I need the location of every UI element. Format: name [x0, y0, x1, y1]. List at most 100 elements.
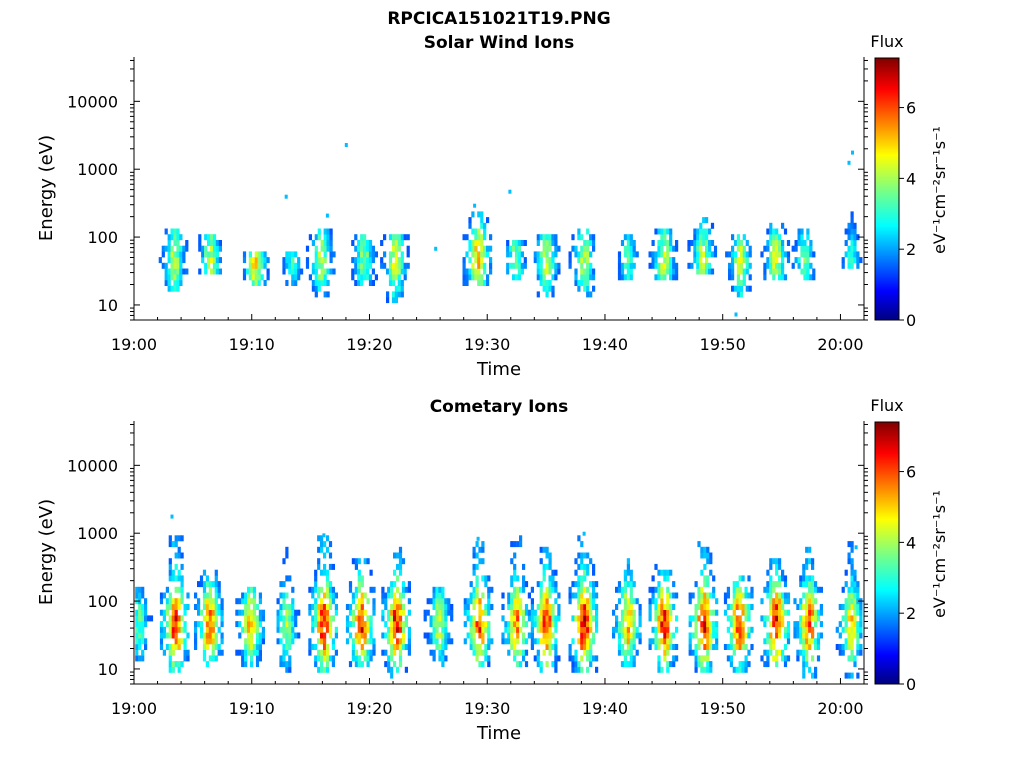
- heatmap-cell: [366, 274, 370, 281]
- heatmap-cell: [244, 598, 248, 605]
- heatmap-cell: [694, 604, 698, 610]
- heatmap-cell: [291, 251, 295, 258]
- heatmap-cell: [291, 280, 295, 286]
- heatmap-cell: [325, 569, 330, 576]
- heatmap-cell: [198, 234, 202, 241]
- heatmap-cell: [435, 615, 439, 622]
- heatmap-cell: [509, 245, 513, 252]
- heatmap-cell: [766, 262, 770, 269]
- heatmap-cell: [847, 257, 851, 264]
- heatmap-cell: [314, 655, 318, 662]
- heatmap-cell: [586, 598, 590, 605]
- heatmap-cell: [135, 644, 139, 650]
- heatmap-cell: [366, 615, 370, 622]
- heatmap-cell: [401, 592, 406, 599]
- heatmap-cell: [847, 592, 851, 599]
- heatmap-cell: [766, 661, 770, 668]
- heatmap-cometary: [135, 514, 863, 679]
- heatmap-cell: [252, 592, 257, 599]
- heatmap-cell: [212, 257, 217, 264]
- heatmap-cell: [308, 638, 312, 645]
- heatmap-cell: [394, 262, 398, 269]
- heatmap-cell: [545, 626, 549, 633]
- heatmap-cell: [763, 661, 767, 668]
- heatmap-cell: [520, 262, 524, 269]
- heatmap-cell: [513, 586, 517, 593]
- heatmap-cell: [586, 228, 590, 235]
- heatmap-cell: [438, 604, 442, 610]
- heatmap-cell: [484, 649, 488, 656]
- heatmap-cell: [360, 615, 364, 622]
- heatmap-cell: [171, 649, 175, 656]
- heatmap-cell: [351, 268, 355, 275]
- heatmap-cell: [657, 666, 661, 673]
- heatmap-cell: [297, 632, 301, 639]
- heatmap-cell: [620, 626, 625, 633]
- heatmap-cell: [475, 626, 479, 633]
- heatmap-cell: [806, 228, 810, 235]
- heatmap-cell: [545, 291, 549, 298]
- heatmap-cell: [744, 586, 748, 593]
- heatmap-cell: [423, 615, 427, 622]
- heatmap-cell: [357, 569, 361, 576]
- heatmap-cell: [571, 592, 575, 599]
- heatmap-cell: [510, 541, 514, 548]
- heatmap-cell: [786, 638, 791, 645]
- heatmap-cell: [657, 268, 661, 275]
- heatmap-cell: [715, 632, 719, 639]
- heatmap-cell: [651, 592, 655, 599]
- heatmap-cell: [741, 638, 745, 645]
- heatmap-cell: [317, 586, 321, 593]
- heatmap-cell: [657, 604, 661, 610]
- heatmap-cell: [332, 268, 336, 275]
- heatmap-cell: [729, 621, 733, 628]
- heatmap-cell: [279, 592, 283, 599]
- heatmap-cell: [542, 245, 546, 252]
- heatmap-cell: [666, 649, 670, 656]
- heatmap-cell: [844, 251, 848, 258]
- heatmap-cell: [211, 598, 215, 605]
- heatmap-cell: [688, 644, 692, 650]
- heatmap-cell: [760, 615, 764, 622]
- heatmap-cell: [517, 257, 521, 264]
- heatmap-cell: [334, 649, 338, 656]
- heatmap-cell: [744, 644, 748, 650]
- heatmap-cell: [586, 569, 590, 576]
- heatmap-cell: [170, 245, 174, 252]
- heatmap-cell: [539, 626, 543, 633]
- heatmap-cell: [781, 615, 785, 622]
- heatmap-cell: [533, 615, 537, 622]
- heatmap-cell: [252, 586, 257, 593]
- heatmap-cell: [168, 592, 172, 599]
- heatmap-cell: [435, 626, 439, 633]
- heatmap-cell: [326, 268, 330, 275]
- heatmap-cell: [407, 644, 411, 650]
- heatmap-cell: [738, 615, 742, 622]
- heatmap-cell: [387, 609, 391, 616]
- heatmap-cell: [527, 609, 531, 616]
- heatmap-cell: [444, 621, 448, 628]
- heatmap-cell: [135, 621, 139, 628]
- heatmap-cell: [204, 234, 208, 241]
- heatmap-cell: [282, 649, 286, 656]
- heatmap-cell: [805, 649, 809, 656]
- heatmap-cell: [545, 661, 549, 668]
- x-tick-label: 19:30: [464, 335, 510, 354]
- heatmap-cell: [320, 245, 324, 252]
- heatmap-cell: [255, 644, 260, 650]
- heatmap-cell: [769, 598, 773, 605]
- heatmap-cell: [778, 240, 782, 246]
- heatmap-cell: [551, 257, 555, 264]
- heatmap-cell: [209, 251, 214, 258]
- heatmap-cell: [738, 626, 742, 633]
- heatmap-cell: [675, 592, 679, 599]
- heatmap-cell: [507, 598, 511, 605]
- heatmap-cell: [548, 563, 552, 570]
- heatmap-cell: [663, 274, 667, 281]
- heatmap-cell: [522, 655, 526, 662]
- heatmap-cell: [384, 621, 388, 628]
- heatmap-cell: [694, 649, 698, 656]
- heatmap-cell: [279, 626, 283, 633]
- x-tick-label: 19:20: [346, 335, 392, 354]
